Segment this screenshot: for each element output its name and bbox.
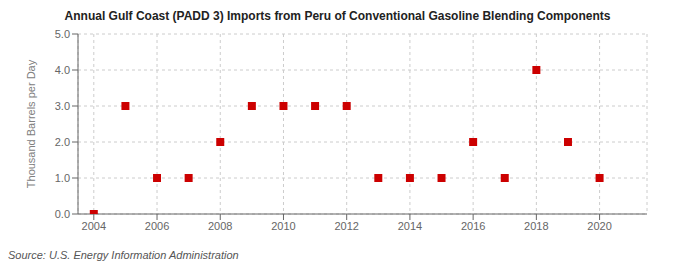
svg-text:1.0: 1.0	[55, 172, 70, 184]
svg-text:2016: 2016	[461, 220, 485, 232]
svg-text:2018: 2018	[524, 220, 548, 232]
svg-text:3.0: 3.0	[55, 100, 70, 112]
svg-text:2004: 2004	[82, 220, 106, 232]
svg-text:Thousand Barrels per Day: Thousand Barrels per Day	[25, 59, 37, 188]
svg-text:2006: 2006	[145, 220, 169, 232]
svg-text:2020: 2020	[587, 220, 611, 232]
svg-text:2.0: 2.0	[55, 136, 70, 148]
html-text:Source: U.S. Energy Informatio: Source: U.S. Energy Information Administ…	[8, 249, 239, 261]
svg-text:5.0: 5.0	[55, 28, 70, 40]
html-text:Annual Gulf Coast (PADD 3) Imp: Annual Gulf Coast (PADD 3) Imports from …	[64, 9, 611, 23]
svg-text:4.0: 4.0	[55, 64, 70, 76]
svg-text:0.0: 0.0	[55, 208, 70, 220]
svg-text:2010: 2010	[271, 220, 295, 232]
svg-text:2014: 2014	[398, 220, 422, 232]
svg-text:2008: 2008	[208, 220, 232, 232]
svg-text:2012: 2012	[334, 220, 358, 232]
